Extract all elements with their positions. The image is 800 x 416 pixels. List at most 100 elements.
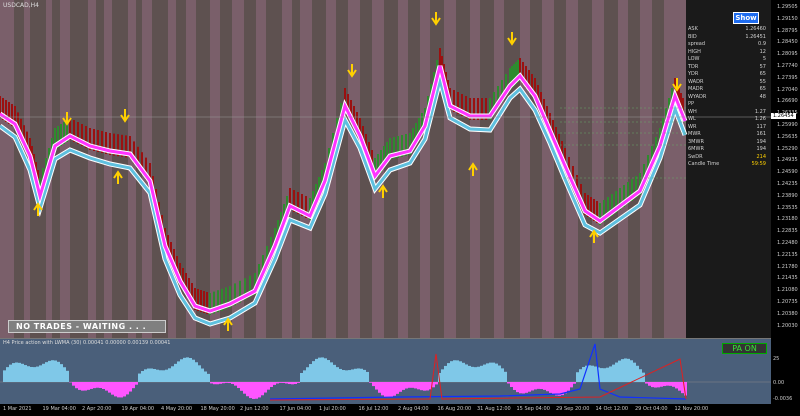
indicator-bar bbox=[582, 366, 585, 382]
price-label: 1.23535 bbox=[777, 204, 798, 211]
indicator-bar bbox=[555, 382, 558, 396]
indicator-bar bbox=[231, 382, 234, 384]
indicator-bar bbox=[594, 366, 597, 382]
info-key: WL bbox=[688, 116, 696, 122]
indicator-bar bbox=[435, 382, 438, 385]
indicator-bar bbox=[426, 382, 429, 391]
session-band bbox=[152, 0, 168, 338]
indicator-bar bbox=[213, 382, 216, 385]
pa-on-button[interactable]: PA ON bbox=[722, 343, 767, 354]
indicator-bar bbox=[36, 366, 39, 382]
indicator-bar bbox=[99, 382, 102, 389]
indicator-bar bbox=[75, 382, 78, 389]
indicator-bar bbox=[360, 368, 363, 382]
info-value: 1.26451 bbox=[745, 33, 766, 40]
indicator-bar bbox=[558, 382, 561, 396]
info-row: WR 117 bbox=[686, 124, 770, 131]
info-row: WL 1.26 bbox=[686, 116, 770, 123]
indicator-bar bbox=[681, 382, 684, 394]
indicator-bar bbox=[600, 368, 603, 382]
indicator-bar bbox=[390, 382, 393, 398]
indicator-bar bbox=[315, 358, 318, 382]
indicator-bar bbox=[414, 382, 417, 389]
signal-arrow bbox=[62, 112, 72, 126]
time-axis: 1 Mar 2021 19 Mar 04:00 2 Apr 20:00 19 Apr … bbox=[0, 404, 800, 416]
indicator-bar bbox=[513, 382, 516, 390]
indicator-axis-label: 25 bbox=[773, 356, 780, 362]
price-label: 1.25635 bbox=[777, 133, 798, 140]
indicator-bar bbox=[417, 382, 420, 390]
indicator-bar bbox=[354, 368, 357, 382]
signal-arrow bbox=[468, 162, 478, 176]
indicator-bar bbox=[192, 359, 195, 382]
session-band bbox=[628, 0, 640, 338]
indicator-bar bbox=[408, 382, 411, 388]
indicator-bar bbox=[324, 358, 327, 382]
indicator-bar bbox=[531, 382, 534, 391]
info-value: 117 bbox=[756, 123, 766, 130]
indicator-bar bbox=[546, 382, 549, 392]
session-band bbox=[336, 0, 348, 338]
info-value: 214 bbox=[756, 153, 766, 160]
indicator-line-blue bbox=[269, 343, 687, 400]
signal-arrow bbox=[378, 184, 388, 198]
indicator-bar bbox=[216, 382, 219, 385]
current-price-tag: 1.26454 bbox=[771, 113, 796, 119]
indicator-bar bbox=[306, 367, 309, 382]
indicator-bar bbox=[96, 382, 99, 388]
indicator-bar bbox=[567, 382, 570, 391]
indicator-bar bbox=[210, 382, 213, 384]
main-chart[interactable]: USDCAD,H4 Show ASK 1.26460 BID 1.26451 sprea… bbox=[0, 0, 800, 338]
indicator-bar bbox=[384, 382, 387, 397]
indicator-bar bbox=[450, 361, 453, 382]
price-label: 1.29505 bbox=[777, 4, 798, 10]
info-row: TDR 57 bbox=[686, 64, 770, 71]
indicator-bar bbox=[237, 382, 240, 389]
indicator-bar bbox=[453, 360, 456, 382]
price-label: 1.26690 bbox=[777, 98, 798, 105]
indicator-bar bbox=[339, 368, 342, 382]
indicator-bar bbox=[462, 362, 465, 382]
signal-arrow bbox=[672, 78, 682, 92]
indicator-bar bbox=[501, 368, 504, 382]
indicator-title: H4 Price action with LWMA (30) 0.00041 0… bbox=[3, 340, 171, 346]
show-button[interactable]: Show bbox=[733, 12, 759, 24]
indicator-bar bbox=[6, 367, 9, 382]
indicator-panel[interactable]: H4 Price action with LWMA (30) 0.00041 0… bbox=[0, 338, 800, 404]
indicator-bar bbox=[444, 365, 447, 382]
indicator-bar bbox=[102, 382, 105, 390]
session-band bbox=[312, 0, 326, 338]
session-band bbox=[14, 0, 24, 338]
indicator-bar bbox=[156, 369, 159, 382]
indicator-bar bbox=[393, 382, 396, 396]
indicator-bar bbox=[45, 362, 48, 382]
indicator-bar bbox=[51, 360, 54, 382]
info-key: Candle Time bbox=[688, 161, 720, 167]
session-band bbox=[30, 0, 46, 338]
info-row: spread 0.9 bbox=[686, 41, 770, 48]
indicator-bar bbox=[381, 382, 384, 396]
info-key: MWR bbox=[688, 131, 701, 137]
indicator-bar bbox=[405, 382, 408, 389]
price-axis[interactable]: 1.29505 1.29150 1.28795 1.28450 1.28095 1.277… bbox=[771, 0, 800, 338]
info-value: 1.26 bbox=[754, 116, 766, 122]
indicator-bar bbox=[78, 382, 81, 390]
price-label: 1.23180 bbox=[777, 216, 798, 223]
price-label: 1.23890 bbox=[777, 192, 798, 199]
indicator-bar bbox=[297, 382, 300, 383]
price-label: 1.28450 bbox=[777, 39, 798, 46]
info-key: SwDR bbox=[688, 153, 703, 160]
info-value: 1.27 bbox=[754, 108, 766, 115]
session-band bbox=[266, 0, 282, 338]
price-label: 1.22480 bbox=[777, 240, 798, 246]
indicator-bar bbox=[117, 382, 120, 398]
info-value: 194 bbox=[756, 138, 766, 145]
price-label: 1.28095 bbox=[777, 51, 798, 58]
indicator-bar bbox=[177, 361, 180, 382]
time-label: 18 May 20:00 bbox=[200, 406, 235, 412]
indicator-bar bbox=[474, 367, 477, 382]
indicator-bar bbox=[240, 382, 243, 391]
indicator-bar bbox=[516, 382, 519, 393]
indicator-bar bbox=[309, 364, 312, 382]
indicator-bar bbox=[12, 363, 15, 382]
